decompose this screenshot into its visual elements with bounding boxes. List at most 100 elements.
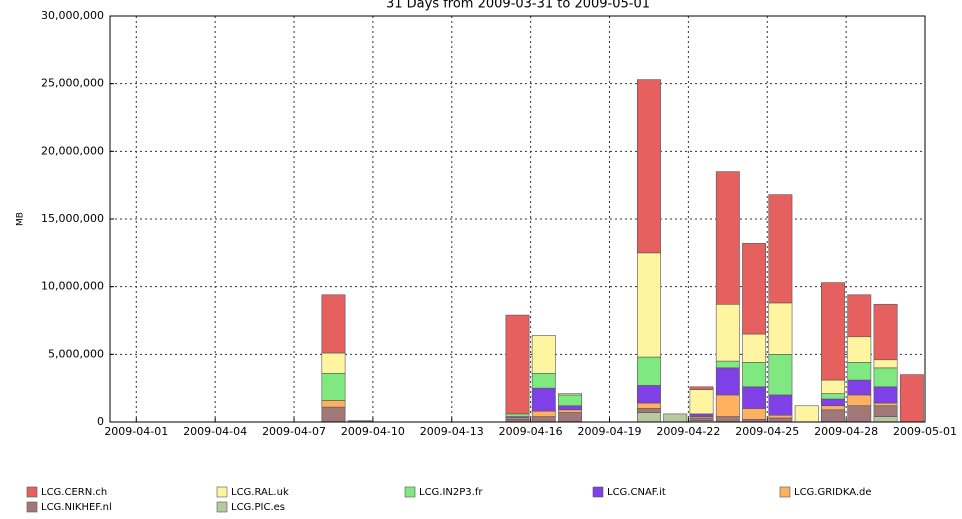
bar-segment xyxy=(321,352,346,374)
y-tick-label: 20,000,000 xyxy=(41,144,104,157)
legend-swatch xyxy=(216,501,228,513)
bar-segment xyxy=(847,294,872,338)
legend-label: LCG.RAL.uk xyxy=(231,487,289,498)
bar-segment xyxy=(821,409,845,423)
bar-segment xyxy=(321,294,346,354)
bar-segment xyxy=(715,360,740,369)
bar-segment xyxy=(742,333,767,363)
bar-segment xyxy=(715,416,740,423)
bar-segment xyxy=(558,394,583,407)
bar-segment xyxy=(321,400,346,408)
y-tick-label: 25,000,000 xyxy=(41,77,104,90)
bar-segment xyxy=(689,413,714,417)
bar-segment xyxy=(558,409,583,413)
bar-segment xyxy=(715,303,740,362)
bar-segment xyxy=(847,336,872,363)
x-tick-label: 2009-04-13 xyxy=(420,425,484,438)
bar-segment xyxy=(715,394,740,417)
bar-segment xyxy=(899,374,924,423)
legend-label: LCG.IN2P3.fr xyxy=(419,487,483,498)
bar-segment xyxy=(689,389,714,415)
x-tick-label: 2009-04-22 xyxy=(656,425,720,438)
legend-label: LCG.PIC.es xyxy=(231,502,285,513)
bar-segment xyxy=(768,194,793,304)
bar-segment xyxy=(689,386,714,390)
bar-segment xyxy=(531,387,556,412)
bar-segment xyxy=(821,379,845,394)
bar-segment xyxy=(873,359,898,369)
x-tick-label: 2009-04-19 xyxy=(578,425,642,438)
bar-segment xyxy=(768,302,793,355)
bar-segment xyxy=(531,416,556,423)
legend-swatch xyxy=(26,501,38,513)
bar-segment xyxy=(768,354,793,396)
bar-segment xyxy=(847,379,872,396)
bar-segment xyxy=(715,367,740,396)
legend-label: LCG.NIKHEF.nl xyxy=(41,502,112,513)
bar-segment xyxy=(742,243,767,335)
bar-segment xyxy=(558,393,583,396)
bar-segment xyxy=(637,252,661,358)
bar-segment xyxy=(531,372,556,389)
y-tick-label: 5,000,000 xyxy=(48,347,104,360)
bar-segment xyxy=(637,356,661,386)
bar-segment xyxy=(637,412,661,423)
x-tick-label: 2009-05-01 xyxy=(893,425,957,438)
bar-segment xyxy=(637,402,661,409)
bar-segment xyxy=(558,412,583,423)
bar-segment xyxy=(821,393,845,400)
bar-segment xyxy=(505,413,530,417)
bar-segment xyxy=(663,413,688,423)
bar-segment xyxy=(821,282,845,381)
x-tick-label: 2009-04-04 xyxy=(183,425,247,438)
bar-segment xyxy=(768,417,793,423)
bar-segment xyxy=(847,405,872,423)
bar-segment xyxy=(768,394,793,416)
bar-segment xyxy=(505,314,530,415)
x-tick-label: 2009-04-07 xyxy=(262,425,326,438)
bar-segment xyxy=(873,416,898,423)
bar-segment xyxy=(873,303,898,361)
x-tick-label: 2009-04-01 xyxy=(104,425,168,438)
bar-segment xyxy=(847,394,872,407)
bar-segment xyxy=(873,402,898,407)
bar-segment xyxy=(321,406,346,423)
x-tick-label: 2009-04-10 xyxy=(341,425,405,438)
legend-swatch xyxy=(404,486,416,498)
y-tick-label: 30,000,000 xyxy=(41,9,104,22)
bar-segment xyxy=(821,398,845,407)
legend-swatch xyxy=(779,486,791,498)
bar-segment xyxy=(531,335,556,374)
bar-segment xyxy=(689,417,714,421)
legend-swatch xyxy=(26,486,38,498)
bar-segment xyxy=(768,414,793,419)
legend-swatch xyxy=(216,486,228,498)
bar-segment xyxy=(715,171,740,305)
x-tick-label: 2009-04-25 xyxy=(735,425,799,438)
x-tick-label: 2009-04-16 xyxy=(499,425,563,438)
bar-segment xyxy=(794,405,819,423)
legend-label: LCG.GRIDKA.de xyxy=(794,487,872,498)
bar-segment xyxy=(742,386,767,409)
bar-segment xyxy=(531,410,556,417)
chart-title: 31 Days from 2009-03-31 to 2009-05-01 xyxy=(386,0,650,12)
legend-label: LCG.CERN.ch xyxy=(41,487,107,498)
bar-segment xyxy=(847,362,872,381)
y-tick-label: 0 xyxy=(97,415,104,428)
bar-segment xyxy=(873,405,898,417)
x-tick-label: 2009-04-28 xyxy=(814,425,878,438)
bar-segment xyxy=(558,405,583,411)
bar-segment xyxy=(321,372,346,401)
bar-segment xyxy=(873,386,898,404)
legend-swatch xyxy=(592,486,604,498)
y-tick-label: 10,000,000 xyxy=(41,280,104,293)
bar-segment xyxy=(742,408,767,420)
y-tick-label: 15,000,000 xyxy=(41,212,104,225)
bar-segment xyxy=(637,408,661,413)
bar-segment xyxy=(637,385,661,404)
y-axis-label: MB xyxy=(16,212,26,226)
bar-segment xyxy=(873,367,898,388)
legend-label: LCG.CNAF.it xyxy=(607,487,666,498)
